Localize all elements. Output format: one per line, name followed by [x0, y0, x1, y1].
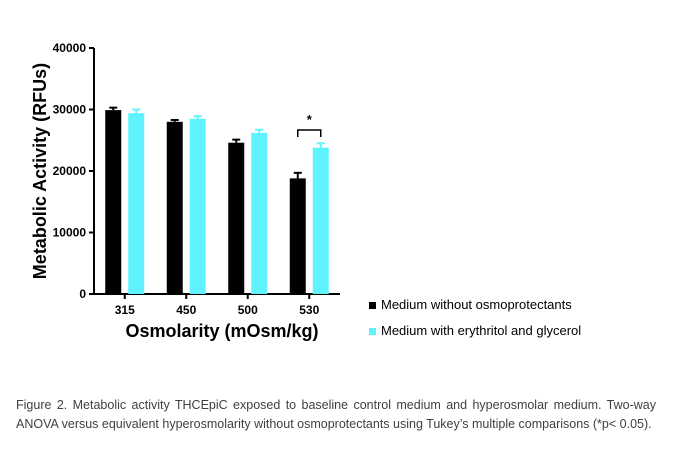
bars-group: [105, 106, 329, 295]
legend-swatch: [369, 328, 376, 335]
bar: [105, 110, 122, 295]
bar: [251, 132, 268, 294]
x-axis-ticks: 315 450 500 530: [115, 294, 320, 317]
bar: [289, 178, 306, 294]
legend: Medium without osmoprotectants Medium wit…: [369, 297, 581, 338]
figure-caption: Figure 2. Metabolic activity THCEpiC exp…: [16, 398, 656, 431]
legend-label: Medium with erythritol and glycerol: [381, 323, 581, 338]
significance-annotations: *: [297, 112, 322, 137]
bar: [166, 121, 183, 294]
y-tick-label: 20000: [53, 164, 87, 178]
x-tick-label: 315: [115, 303, 135, 317]
y-tick-label: 40000: [53, 41, 87, 55]
significance-star: *: [307, 112, 313, 127]
bar: [128, 113, 145, 294]
legend-label: Medium without osmoprotectants: [381, 297, 572, 312]
y-axis-title: Metabolic Activity (RFUs): [30, 63, 50, 279]
significance-bracket: [297, 129, 322, 137]
bar: [189, 118, 206, 294]
bar: [312, 147, 329, 294]
x-tick-label: 500: [238, 303, 258, 317]
x-tick-label: 450: [176, 303, 196, 317]
x-tick-label: 530: [299, 303, 319, 317]
y-tick-label: 0: [79, 287, 86, 301]
y-tick-label: 10000: [53, 226, 87, 240]
y-tick-label: 30000: [53, 103, 87, 117]
bar-chart: 0 10000 20000 30000 40000 315 450 500 530 * Met…: [30, 41, 581, 341]
legend-swatch: [369, 302, 376, 309]
bar: [228, 142, 245, 294]
y-axis-ticks: 0 10000 20000 30000 40000: [53, 41, 94, 301]
x-axis-title: Osmolarity (mOsm/kg): [125, 321, 318, 341]
